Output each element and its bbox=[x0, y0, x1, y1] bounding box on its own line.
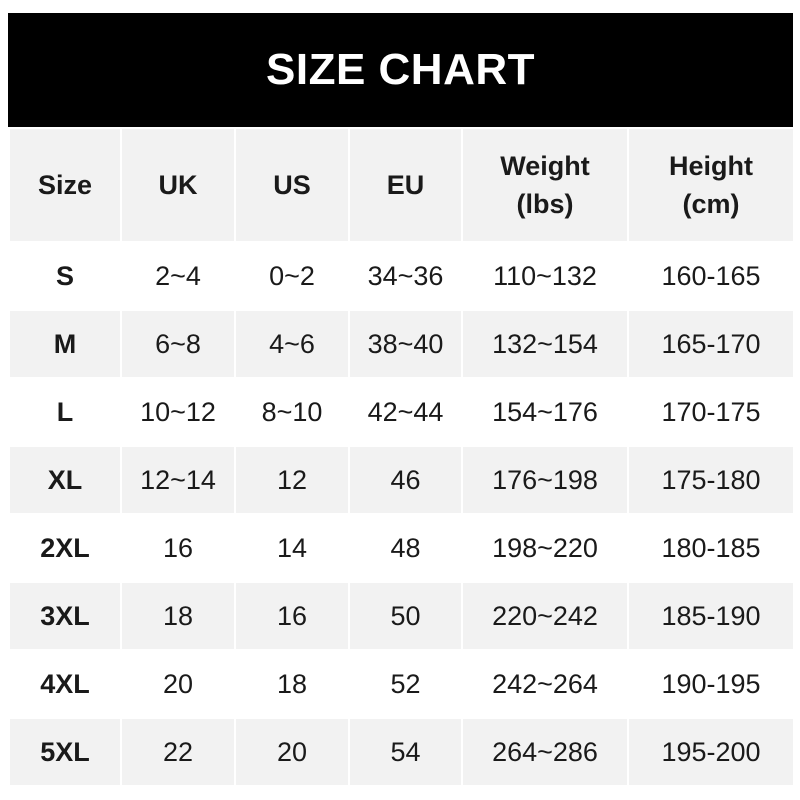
cell-us: 8~10 bbox=[234, 377, 350, 447]
size-chart-table: Size UK US EU Weight (lbs) Height (cm) S 2~4 0~2 3… bbox=[8, 127, 795, 787]
table-row: 4XL 20 18 52 242~264 190-195 bbox=[8, 649, 795, 719]
cell-size: 4XL bbox=[8, 649, 122, 719]
cell-weight: 132~154 bbox=[461, 309, 629, 379]
cell-size: 5XL bbox=[8, 717, 122, 787]
cell-weight: 154~176 bbox=[461, 377, 629, 447]
cell-size: XL bbox=[8, 445, 122, 515]
cell-uk: 10~12 bbox=[120, 377, 236, 447]
cell-uk: 18 bbox=[120, 581, 236, 651]
column-header-weight: Weight (lbs) bbox=[461, 127, 629, 243]
cell-size: S bbox=[8, 241, 122, 311]
column-header-unit: (lbs) bbox=[516, 189, 574, 219]
cell-height: 170-175 bbox=[627, 377, 795, 447]
cell-eu: 48 bbox=[348, 513, 463, 583]
cell-weight: 176~198 bbox=[461, 445, 629, 515]
table-row: 2XL 16 14 48 198~220 180-185 bbox=[8, 513, 795, 583]
cell-height: 175-180 bbox=[627, 445, 795, 515]
table-row: 5XL 22 20 54 264~286 195-200 bbox=[8, 717, 795, 787]
cell-eu: 42~44 bbox=[348, 377, 463, 447]
cell-eu: 50 bbox=[348, 581, 463, 651]
cell-size: M bbox=[8, 309, 122, 379]
column-header-label: EU bbox=[386, 170, 425, 200]
cell-height: 185-190 bbox=[627, 581, 795, 651]
column-header-eu: EU bbox=[348, 127, 463, 243]
cell-us: 0~2 bbox=[234, 241, 350, 311]
column-header-height: Height (cm) bbox=[627, 127, 795, 243]
cell-uk: 2~4 bbox=[120, 241, 236, 311]
cell-eu: 52 bbox=[348, 649, 463, 719]
column-header-label: UK bbox=[158, 170, 198, 200]
cell-us: 16 bbox=[234, 581, 350, 651]
size-chart-title: SIZE CHART bbox=[8, 13, 793, 127]
table-row: L 10~12 8~10 42~44 154~176 170-175 bbox=[8, 377, 795, 447]
cell-uk: 6~8 bbox=[120, 309, 236, 379]
column-header-uk: UK bbox=[120, 127, 236, 243]
table-row: S 2~4 0~2 34~36 110~132 160-165 bbox=[8, 241, 795, 311]
cell-eu: 46 bbox=[348, 445, 463, 515]
table-row: 3XL 18 16 50 220~242 185-190 bbox=[8, 581, 795, 651]
cell-uk: 22 bbox=[120, 717, 236, 787]
cell-eu: 38~40 bbox=[348, 309, 463, 379]
column-header-size: Size bbox=[8, 127, 122, 243]
column-header-unit: (cm) bbox=[682, 189, 740, 219]
cell-us: 12 bbox=[234, 445, 350, 515]
cell-uk: 20 bbox=[120, 649, 236, 719]
cell-us: 4~6 bbox=[234, 309, 350, 379]
cell-height: 180-185 bbox=[627, 513, 795, 583]
cell-eu: 34~36 bbox=[348, 241, 463, 311]
cell-weight: 220~242 bbox=[461, 581, 629, 651]
cell-us: 20 bbox=[234, 717, 350, 787]
cell-us: 18 bbox=[234, 649, 350, 719]
cell-height: 190-195 bbox=[627, 649, 795, 719]
cell-height: 165-170 bbox=[627, 309, 795, 379]
cell-eu: 54 bbox=[348, 717, 463, 787]
cell-uk: 16 bbox=[120, 513, 236, 583]
cell-weight: 264~286 bbox=[461, 717, 629, 787]
cell-size: 2XL bbox=[8, 513, 122, 583]
column-header-label: Weight bbox=[500, 151, 590, 181]
column-header-us: US bbox=[234, 127, 350, 243]
cell-size: L bbox=[8, 377, 122, 447]
cell-weight: 198~220 bbox=[461, 513, 629, 583]
table-row: M 6~8 4~6 38~40 132~154 165-170 bbox=[8, 309, 795, 379]
column-header-label: Height bbox=[669, 151, 753, 181]
cell-us: 14 bbox=[234, 513, 350, 583]
cell-uk: 12~14 bbox=[120, 445, 236, 515]
header-row: Size UK US EU Weight (lbs) Height (cm) bbox=[8, 127, 795, 243]
column-header-label: US bbox=[273, 170, 311, 200]
cell-weight: 110~132 bbox=[461, 241, 629, 311]
cell-height: 195-200 bbox=[627, 717, 795, 787]
table-row: XL 12~14 12 46 176~198 175-180 bbox=[8, 445, 795, 515]
cell-height: 160-165 bbox=[627, 241, 795, 311]
cell-size: 3XL bbox=[8, 581, 122, 651]
cell-weight: 242~264 bbox=[461, 649, 629, 719]
column-header-label: Size bbox=[37, 170, 93, 200]
